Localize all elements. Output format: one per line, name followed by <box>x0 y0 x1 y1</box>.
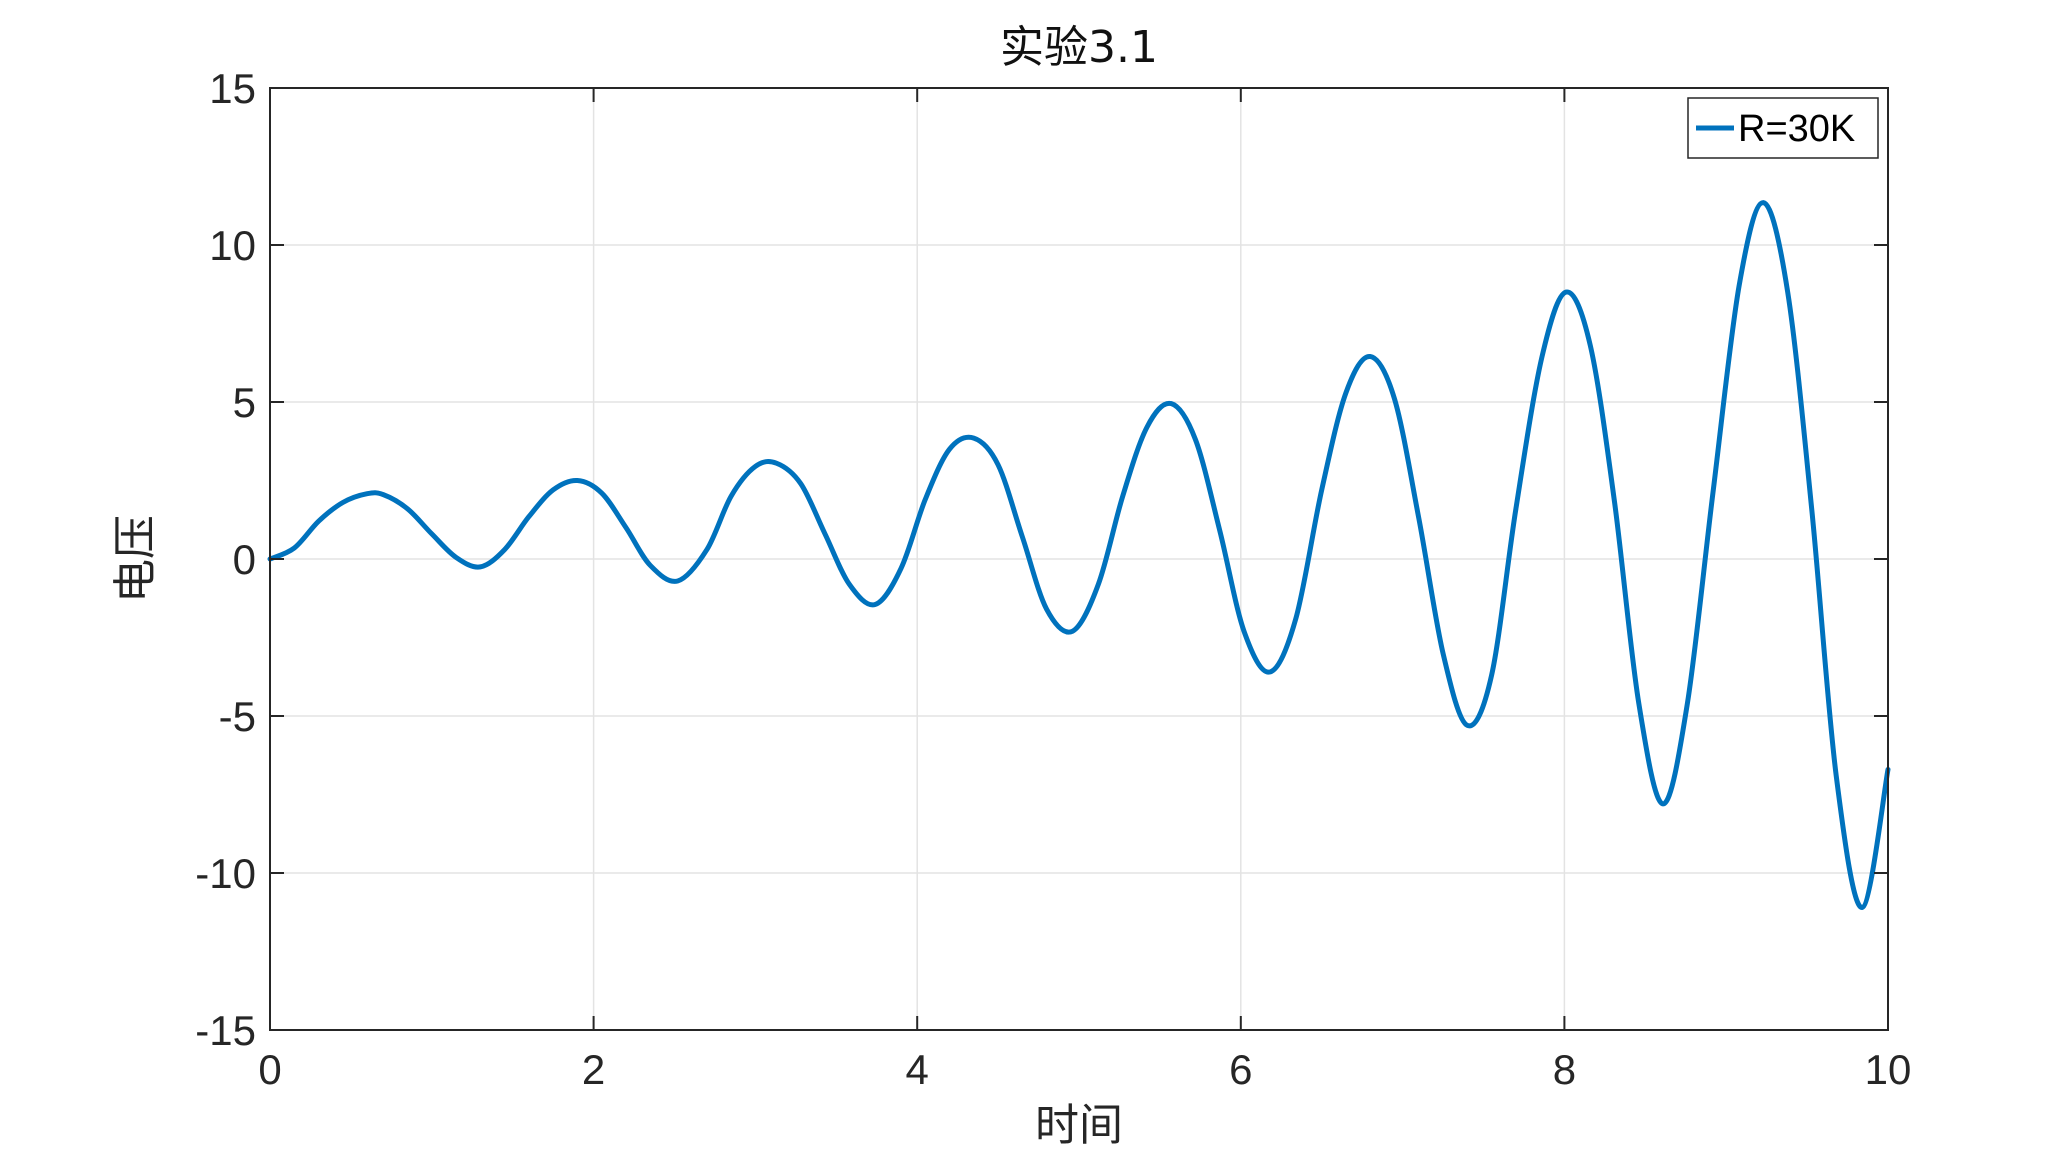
legend-label: R=30K <box>1738 108 1855 150</box>
x-tick-label: 10 <box>1865 1046 1912 1093</box>
x-tick-label: 8 <box>1553 1046 1576 1093</box>
y-tick-label: 10 <box>209 222 256 269</box>
y-tick-label: 5 <box>233 379 256 426</box>
x-tick-label: 4 <box>906 1046 929 1093</box>
series-line <box>267 200 1891 910</box>
series-layer <box>267 200 1891 910</box>
y-tick-label: -5 <box>219 693 256 740</box>
tick-labels: 0 2 4 6 8 10 -15 -10 -5 0 5 10 15 <box>195 65 1911 1093</box>
ticks <box>269 87 1889 1031</box>
legend: R=30K <box>1687 97 1879 159</box>
x-axis-label: 时间 <box>1035 1100 1123 1151</box>
chart-title: 实验3.1 <box>1000 22 1158 73</box>
x-tick-label: 6 <box>1229 1046 1252 1093</box>
y-tick-label: -15 <box>195 1007 256 1054</box>
x-tick-label: 2 <box>582 1046 605 1093</box>
y-tick-label: 15 <box>209 65 256 112</box>
y-tick-label: 0 <box>233 536 256 583</box>
y-axis-label: 电压 <box>110 515 161 603</box>
y-tick-label: -10 <box>195 850 256 897</box>
x-tick-label: 0 <box>258 1046 281 1093</box>
